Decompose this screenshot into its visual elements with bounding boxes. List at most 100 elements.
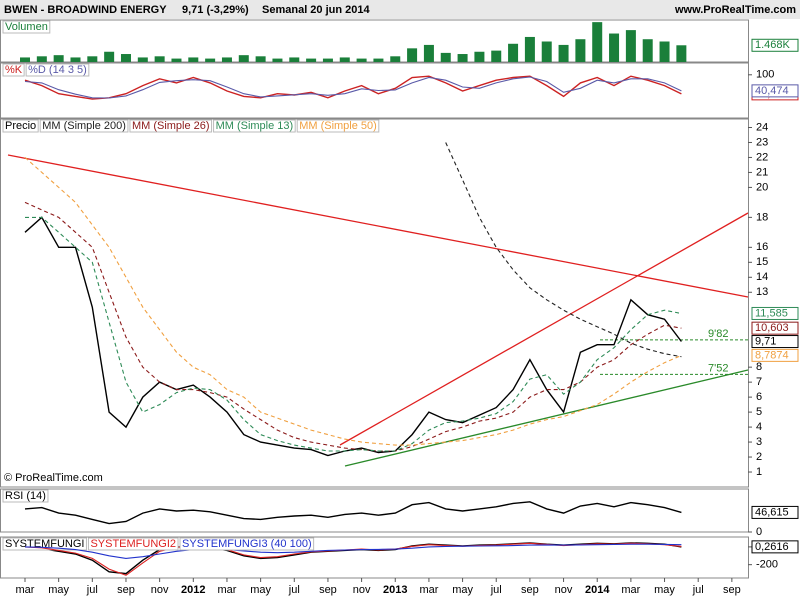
legend-entry: Precio xyxy=(5,120,36,132)
legend-entry: SYSTEMFUNGI xyxy=(5,538,84,550)
series-line xyxy=(25,216,682,452)
bar xyxy=(322,58,333,62)
legend-entry: MM (Simple 26) xyxy=(132,120,210,132)
bar xyxy=(221,57,232,62)
site: www.ProRealTime.com xyxy=(674,4,796,16)
y-tick-label: 21 xyxy=(756,166,768,178)
y-tick-label: 3 xyxy=(756,436,762,448)
x-tick-label: jul xyxy=(490,584,502,596)
value-box xyxy=(751,505,799,519)
bar xyxy=(87,56,98,62)
x-tick-label: nov xyxy=(353,584,371,596)
bar xyxy=(205,58,216,62)
value-box xyxy=(751,540,799,554)
legend-box xyxy=(179,537,315,551)
x-tick-label: mar xyxy=(621,584,640,596)
y-tick-label: 13 xyxy=(756,286,768,298)
bar xyxy=(356,58,367,62)
x-tick-label: 2014 xyxy=(585,584,610,596)
trend-line xyxy=(344,369,749,467)
y-tick-label: 15 xyxy=(756,256,768,268)
bar xyxy=(272,58,283,62)
legend-box xyxy=(87,537,179,551)
x-tick-label: jul xyxy=(692,584,704,596)
bar xyxy=(137,57,148,62)
legend-entry: %D (14 3 5) xyxy=(28,64,87,76)
x-tick-label: jul xyxy=(86,584,98,596)
bar xyxy=(423,44,434,62)
x-tick-label: jul xyxy=(288,584,300,596)
bar xyxy=(659,41,670,62)
x-tick-label: mar xyxy=(217,584,236,596)
legend-entry: MM (Simple 200) xyxy=(42,120,126,132)
x-tick-label: may xyxy=(452,584,473,596)
series-line xyxy=(445,142,682,358)
value-box xyxy=(751,335,799,349)
y-tick-label: 7 xyxy=(756,376,762,388)
y-tick-label: 0 xyxy=(756,526,762,538)
y-tick-label: 5 xyxy=(756,406,762,418)
value-box xyxy=(751,348,799,362)
x-tick-label: mar xyxy=(16,584,35,596)
header-bar xyxy=(0,0,800,19)
panel xyxy=(0,62,749,119)
series-line xyxy=(24,501,682,525)
period: Semanal 20 jun 2014 xyxy=(262,4,370,16)
bar xyxy=(238,55,249,62)
quote: 9,71 (-3,29%) xyxy=(182,4,249,16)
y-tick-label: 4 xyxy=(756,421,762,433)
y-tick-label: 1 xyxy=(756,466,762,478)
bar xyxy=(171,58,182,62)
copyright: © ProRealTime.com xyxy=(4,472,103,484)
legend-entry: %K xyxy=(5,64,23,76)
y-tick-label: 6 xyxy=(756,391,762,403)
y-tick-label: 16 xyxy=(756,241,768,253)
legend-box xyxy=(39,119,129,133)
y-tick-label: 14 xyxy=(756,271,768,283)
bar xyxy=(609,33,620,62)
y-tick-label: 18 xyxy=(756,211,768,223)
legend-box xyxy=(25,63,90,77)
bar xyxy=(592,22,603,62)
value-box xyxy=(751,306,799,320)
legend-entry: Volumen xyxy=(5,21,48,33)
y-tick-label: 24 xyxy=(756,121,768,133)
bar xyxy=(104,51,115,62)
legend-entry: MM (Simple 13) xyxy=(216,120,294,132)
value-label: 11,585 xyxy=(755,307,788,319)
value-label: 40,474 xyxy=(755,85,789,97)
series-line xyxy=(24,543,682,559)
bar xyxy=(154,56,165,62)
bar xyxy=(407,48,418,62)
x-tick-label: sep xyxy=(319,584,337,596)
x-tick-label: sep xyxy=(117,584,135,596)
y-tick-label: 2 xyxy=(756,451,762,463)
bar xyxy=(255,56,266,62)
y-tick-label: 100 xyxy=(756,69,774,81)
series-line xyxy=(24,216,682,457)
series-line xyxy=(24,76,682,99)
x-tick-label: sep xyxy=(521,584,539,596)
legend-entry: SYSTEMFUNGI3 (40 100) xyxy=(182,538,312,550)
bar xyxy=(541,41,552,62)
bar xyxy=(642,39,653,62)
bar xyxy=(676,45,687,62)
bar xyxy=(491,50,502,62)
y-tick-label: 23 xyxy=(756,136,768,148)
level-label: 9'82 xyxy=(708,328,728,340)
symbol: BWEN - BROADWIND ENERGY xyxy=(4,4,167,16)
bar xyxy=(508,43,519,62)
bar xyxy=(524,36,535,62)
bar xyxy=(36,56,47,62)
legend-box xyxy=(2,489,49,503)
bar xyxy=(474,51,485,62)
legend-box xyxy=(129,119,213,133)
series-line xyxy=(24,201,682,452)
legend-box xyxy=(2,537,87,551)
series-line xyxy=(24,75,682,100)
bar xyxy=(373,58,384,62)
y-tick-label: -200 xyxy=(756,559,778,571)
bar xyxy=(289,57,300,62)
